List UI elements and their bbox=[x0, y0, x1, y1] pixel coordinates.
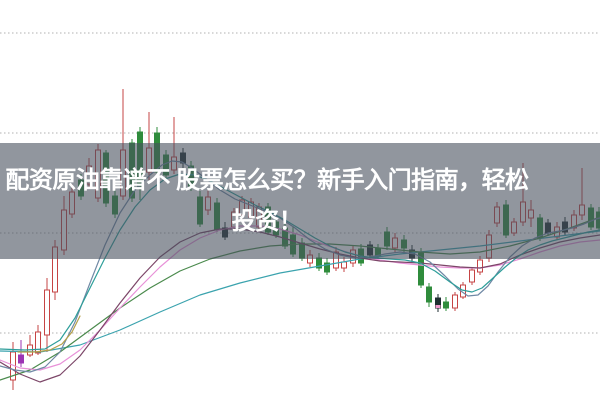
candle-signal-stripe bbox=[435, 305, 441, 308]
headline: 配资原油靠谱不 股票怎么买？新手入门指南，轻松 投资！ bbox=[0, 160, 534, 243]
candle-body bbox=[469, 269, 475, 283]
candle-body bbox=[324, 262, 330, 273]
headline-line-2: 投资！ bbox=[231, 208, 303, 235]
headline-line-1: 配资原油靠谱不 股票怎么买？新手入门指南，轻松 bbox=[5, 166, 529, 194]
candle-body bbox=[477, 259, 483, 273]
candle-body bbox=[35, 331, 41, 354]
candle-body bbox=[443, 301, 449, 309]
title-overlay-band: 配资原油靠谱不 股票怎么买？新手入门指南，轻松 投资！ bbox=[0, 143, 600, 259]
candle-body bbox=[44, 289, 50, 336]
candle-body bbox=[426, 286, 432, 303]
ma-yellow-short bbox=[17, 315, 81, 353]
candle-body bbox=[341, 261, 347, 269]
candle-body bbox=[18, 354, 24, 364]
candle-body bbox=[452, 294, 458, 309]
